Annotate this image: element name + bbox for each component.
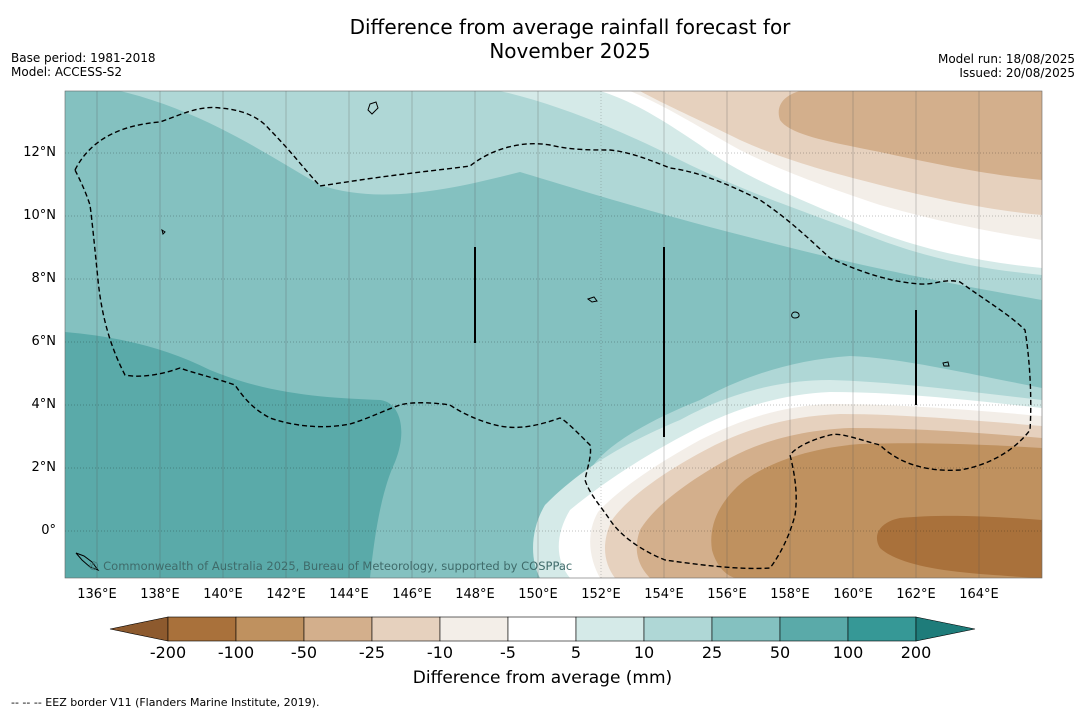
colorbar-segment: [235, 616, 305, 642]
colorbar-label: -200: [149, 643, 187, 662]
model-name: Model: ACCESS-S2: [11, 65, 123, 79]
lat-label: 10°N: [23, 208, 56, 223]
lon-label: 138°E: [140, 587, 180, 602]
colorbar-segment: [167, 616, 237, 642]
meridians: [96, 91, 980, 578]
colorbar-segment: [779, 616, 849, 642]
colorbar-label: 10: [633, 643, 655, 662]
colorbar-label: 200: [900, 643, 932, 662]
field-minus50-north: [778, 91, 1042, 180]
colorbar-segment: [847, 616, 917, 642]
lon-label: 142°E: [266, 587, 306, 602]
map-frame: [64, 90, 1043, 579]
lon-label: 148°E: [455, 587, 495, 602]
colorbar-segment: [439, 616, 509, 642]
colorbar-label: -10: [426, 643, 454, 662]
islands: [75, 101, 950, 572]
lon-label: 140°E: [203, 587, 243, 602]
colorbar-segment: [711, 616, 781, 642]
colorbar-label: 25: [701, 643, 723, 662]
colorbar-label: 50: [769, 643, 791, 662]
contour-fields: [65, 91, 1042, 578]
eez-border: [74, 106, 1032, 570]
gridlines: [65, 152, 1042, 532]
model-run: Model run: 18/08/2025: [937, 52, 1075, 66]
colorbar-segment: [575, 616, 645, 642]
issued-date: Issued: 20/08/2025: [959, 66, 1075, 80]
eez-footer: -- -- -- EEZ border V11 (Flanders Marine…: [11, 696, 320, 709]
colorbar-segment: [371, 616, 441, 642]
colorbar-label: -50: [290, 643, 318, 662]
colorbar-label: -25: [358, 643, 386, 662]
colorbar-label: 5: [570, 643, 582, 662]
copyright-text: © Commonwealth of Australia 2025, Bureau…: [88, 559, 572, 573]
lat-label: 2°N: [31, 460, 57, 475]
thick-marks: [474, 247, 917, 437]
colorbar: [109, 616, 976, 642]
field-50-100: [65, 332, 402, 578]
lon-label: 144°E: [329, 587, 369, 602]
lat-label: 4°N: [31, 397, 57, 412]
lon-label: 146°E: [392, 587, 432, 602]
colorbar-label: -100: [217, 643, 255, 662]
colorbar-extend-high: [915, 616, 976, 642]
lon-label: 158°E: [770, 587, 810, 602]
field-minus200-south: [876, 515, 1042, 578]
colorbar-extend-low: [109, 616, 169, 642]
lat-label: 0°: [41, 523, 56, 538]
lon-label: 154°E: [644, 587, 684, 602]
colorbar-title: Difference from average (mm): [412, 668, 673, 688]
lat-label: 6°N: [31, 334, 57, 349]
lon-label: 156°E: [707, 587, 747, 602]
lon-label: 136°E: [77, 587, 117, 602]
lat-label: 12°N: [23, 145, 56, 160]
title-line-1: Difference from average rainfall forecas…: [349, 15, 791, 39]
colorbar-label: -5: [500, 643, 516, 662]
lon-label: 150°E: [518, 587, 558, 602]
lat-label: 8°N: [31, 271, 57, 286]
base-period: Base period: 1981-2018: [11, 51, 156, 65]
colorbar-segment: [507, 616, 577, 642]
colorbar-segment: [303, 616, 373, 642]
colorbar-label: 100: [832, 643, 864, 662]
lon-label: 152°E: [581, 587, 621, 602]
title-line-2: November 2025: [489, 39, 651, 63]
lon-label: 164°E: [959, 587, 999, 602]
lon-label: 160°E: [833, 587, 873, 602]
lon-label: 162°E: [896, 587, 936, 602]
colorbar-segment: [643, 616, 713, 642]
